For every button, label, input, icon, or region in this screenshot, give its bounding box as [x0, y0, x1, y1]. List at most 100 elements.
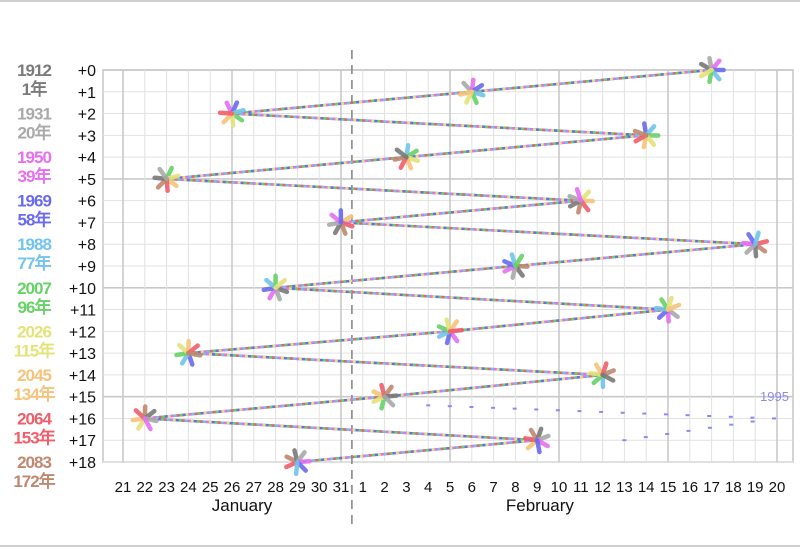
x-tick-label: 13 [616, 479, 633, 496]
data-point [741, 230, 770, 259]
x-tick-label: 15 [660, 479, 677, 496]
x-tick-label: 8 [511, 479, 519, 496]
y-tick-label: +18 [69, 455, 96, 472]
data-point [653, 295, 682, 324]
x-tick-label: 25 [202, 479, 219, 496]
data-point [523, 426, 551, 455]
y-axis-labels: +0 +1 +2 +3 +4 +5 +6 +7 +8 +9 +10 +11 +12 +13 +14 +15 +1… [69, 63, 96, 472]
x-tick-label: 24 [180, 479, 197, 496]
outlier-track [426, 404, 776, 442]
data-point [392, 142, 421, 171]
x-tick-label: 1 [359, 479, 367, 496]
x-tick-label: 7 [489, 479, 497, 496]
data-points [130, 55, 770, 477]
data-point [436, 317, 465, 346]
x-tick-label: 31 [333, 479, 350, 496]
x-tick-label: 28 [267, 479, 284, 496]
data-point-petal [447, 327, 465, 334]
x-tick-label: 11 [573, 479, 589, 496]
era-year-label: 2083 [17, 453, 51, 472]
y-tick-label: +2 [78, 107, 96, 124]
x-tick-label: 14 [638, 479, 655, 496]
y-tick-label: +10 [69, 281, 96, 298]
era-name-label: 172年 [13, 471, 55, 491]
y-tick-label: +11 [70, 303, 96, 320]
y-tick-label: +14 [69, 368, 96, 385]
data-point-petal [665, 302, 682, 312]
data-point-petal [600, 372, 616, 383]
y-tick-label: +13 [69, 346, 96, 363]
era-year-label: 1969 [17, 192, 51, 211]
era-year-label: 1912 [17, 61, 51, 80]
x-tick-label: 16 [681, 479, 698, 496]
data-point-petal [142, 416, 153, 432]
era-name-label: 39年 [18, 166, 52, 186]
y-tick-label: +12 [69, 324, 96, 341]
x-tick-label: 10 [551, 479, 568, 496]
era-year-label: 1988 [17, 235, 51, 254]
data-point-petal [574, 187, 584, 203]
top-border [0, 0, 800, 2]
y-tick-label: +15 [69, 390, 96, 407]
y-tick-label: +7 [78, 215, 96, 232]
data-point [326, 208, 355, 236]
x-tick-label: 9 [533, 479, 541, 496]
x-tick-label: 12 [594, 479, 611, 496]
data-point-petal [382, 394, 396, 408]
x-tick-label: 3 [402, 479, 410, 496]
data-point-petal [394, 147, 409, 160]
data-point-petal [293, 459, 300, 477]
data-point [632, 121, 661, 150]
x-tick-label: 19 [747, 479, 764, 496]
data-point [217, 100, 246, 128]
x-tick-label: 21 [115, 479, 132, 496]
y-tick-label: +3 [78, 128, 96, 145]
data-point [698, 55, 726, 85]
data-point [261, 273, 290, 302]
x-tick-label: 20 [769, 479, 786, 496]
x-tick-label: 5 [446, 479, 454, 496]
era-name-label: 1年 [22, 79, 47, 99]
data-point-petal [752, 230, 761, 247]
month-label: February [506, 496, 575, 515]
x-tick-label: 18 [725, 479, 742, 496]
data-point [371, 382, 399, 411]
x-tick-label: 23 [158, 479, 175, 496]
x-tick-label: 26 [224, 479, 241, 496]
x-tick-label: 6 [468, 479, 476, 496]
x-axis-labels: 21 22 23 24 25 26 27 28 29 30 31 1 2 3 4 5 6 7 8 9 10 11 12 13 1… [115, 479, 786, 515]
era-year-label: 2007 [17, 279, 51, 298]
data-point-petal [513, 253, 525, 269]
x-tick-label: 30 [311, 479, 328, 496]
y-tick-label: +4 [78, 150, 96, 167]
data-point [284, 448, 312, 477]
y-tick-label: +16 [69, 411, 96, 428]
data-point [152, 165, 181, 194]
x-tick-label: 2 [380, 479, 388, 496]
data-point-petal [186, 350, 203, 358]
data-point [457, 77, 486, 106]
y-tick-label: +8 [78, 237, 96, 254]
x-tick-label: 29 [289, 479, 306, 496]
grid [102, 69, 794, 463]
month-label: January [212, 496, 273, 515]
data-point-petal [157, 166, 169, 182]
data-point [130, 404, 159, 432]
y-tick-label: +17 [69, 433, 96, 450]
y-tick-label: +9 [78, 259, 96, 276]
era-name-label: 115年 [14, 340, 55, 360]
data-point [502, 252, 530, 280]
x-tick-label: 17 [703, 479, 720, 496]
x-tick-label: 22 [136, 479, 153, 496]
x-tick-label: 4 [424, 479, 432, 496]
era-name-label: 96年 [18, 297, 52, 317]
data-point-petal [534, 437, 542, 455]
data-point [588, 361, 616, 390]
era-year-label: 2045 [17, 366, 51, 385]
era-year-label: 1950 [17, 148, 51, 167]
data-point [174, 338, 203, 367]
y-tick-label: +0 [78, 63, 96, 80]
annotation-label: 1995 [760, 389, 789, 404]
era-year-label: 1931 [17, 105, 51, 124]
